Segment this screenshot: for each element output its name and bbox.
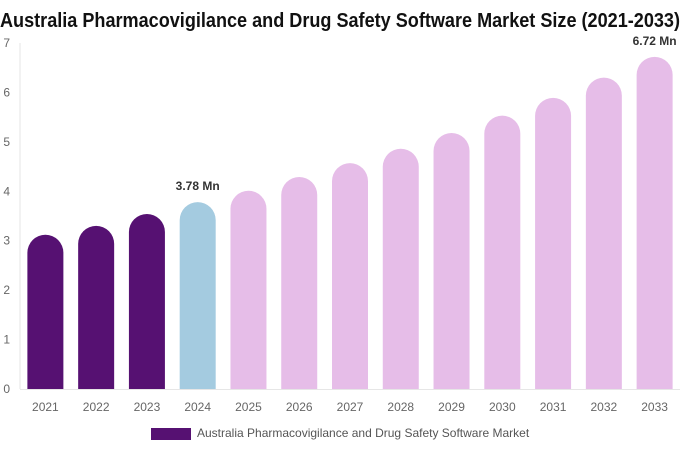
y-tick-label: 6 [3,85,10,99]
x-tick-label: 2033 [641,400,668,414]
bar-2027[interactable] [332,163,368,389]
bar-2026[interactable] [281,176,318,389]
x-tick-label: 2023 [134,400,161,414]
y-axis: 0 1 2 3 4 5 6 7 [3,36,10,396]
bar-2023[interactable] [128,214,165,389]
bar-2030[interactable] [484,115,521,389]
bar-2024[interactable] [179,202,216,389]
x-tick-label: 2032 [590,400,617,414]
bar-2025[interactable] [230,190,267,389]
legend-swatch [151,428,191,440]
y-tick-label: 5 [3,135,10,149]
x-tick-label: 2030 [489,400,516,414]
chart-title: Australia Pharmacovigilance and Drug Saf… [0,10,680,32]
bar-2032[interactable] [585,77,622,389]
x-tick-label: 2029 [438,400,465,414]
bar-2033[interactable] [636,56,673,390]
x-tick-label: 2025 [235,400,262,414]
y-tick-label: 4 [3,184,10,198]
x-tick-label: 2026 [286,400,313,414]
x-tick-label: 2031 [540,400,567,414]
y-tick-label: 0 [3,382,10,396]
y-tick-label: 7 [3,36,10,50]
y-tick-label: 1 [3,333,10,347]
x-tick-label: 2024 [184,400,211,414]
legend[interactable]: Australia Pharmacovigilance and Drug Saf… [151,426,530,440]
x-tick-label: 2021 [32,400,59,414]
x-tick-label: 2027 [337,400,364,414]
x-axis: 2021 2022 2023 2024 2025 2026 2027 2028 2029 2030… [32,400,668,414]
x-tick-label: 2022 [83,400,110,414]
data-label-2024: 3.78 Mn [176,179,220,193]
bar-2028[interactable] [382,148,419,389]
bar-2022[interactable] [78,225,115,389]
y-tick-label: 3 [3,234,10,248]
data-label-2033: 6.72 Mn [633,34,677,48]
x-tick-label: 2028 [387,400,414,414]
legend-label: Australia Pharmacovigilance and Drug Saf… [197,426,530,440]
y-tick-label: 2 [3,283,10,297]
data-labels: 3.78 Mn 6.72 Mn [176,34,677,193]
bar-2031[interactable] [535,97,572,389]
bar-2021[interactable] [27,234,64,389]
bars [27,56,673,390]
bar-2029[interactable] [433,132,470,389]
